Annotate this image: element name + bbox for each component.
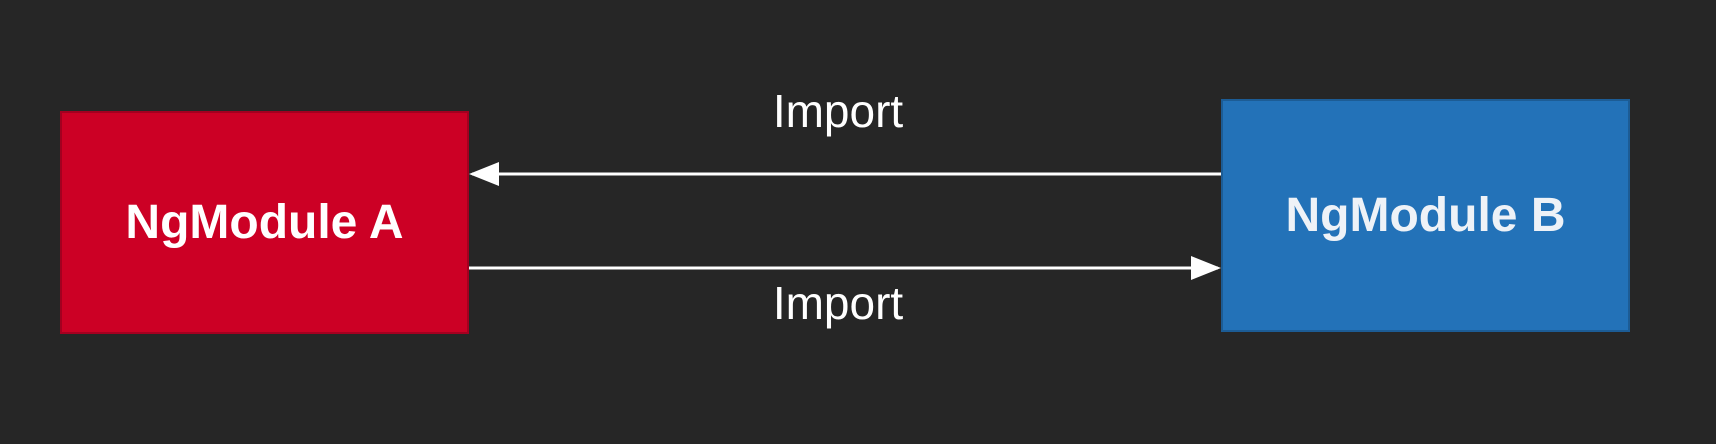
ngmodule-a-label: NgModule A <box>125 196 404 249</box>
import-label-top: Import <box>772 85 904 137</box>
ngmodule-b-label: NgModule B <box>1285 189 1566 242</box>
import-label-bottom: Import <box>772 277 904 329</box>
ngmodule-b-node: NgModule B <box>1221 99 1630 332</box>
ngmodule-a-node: NgModule A <box>60 111 469 334</box>
